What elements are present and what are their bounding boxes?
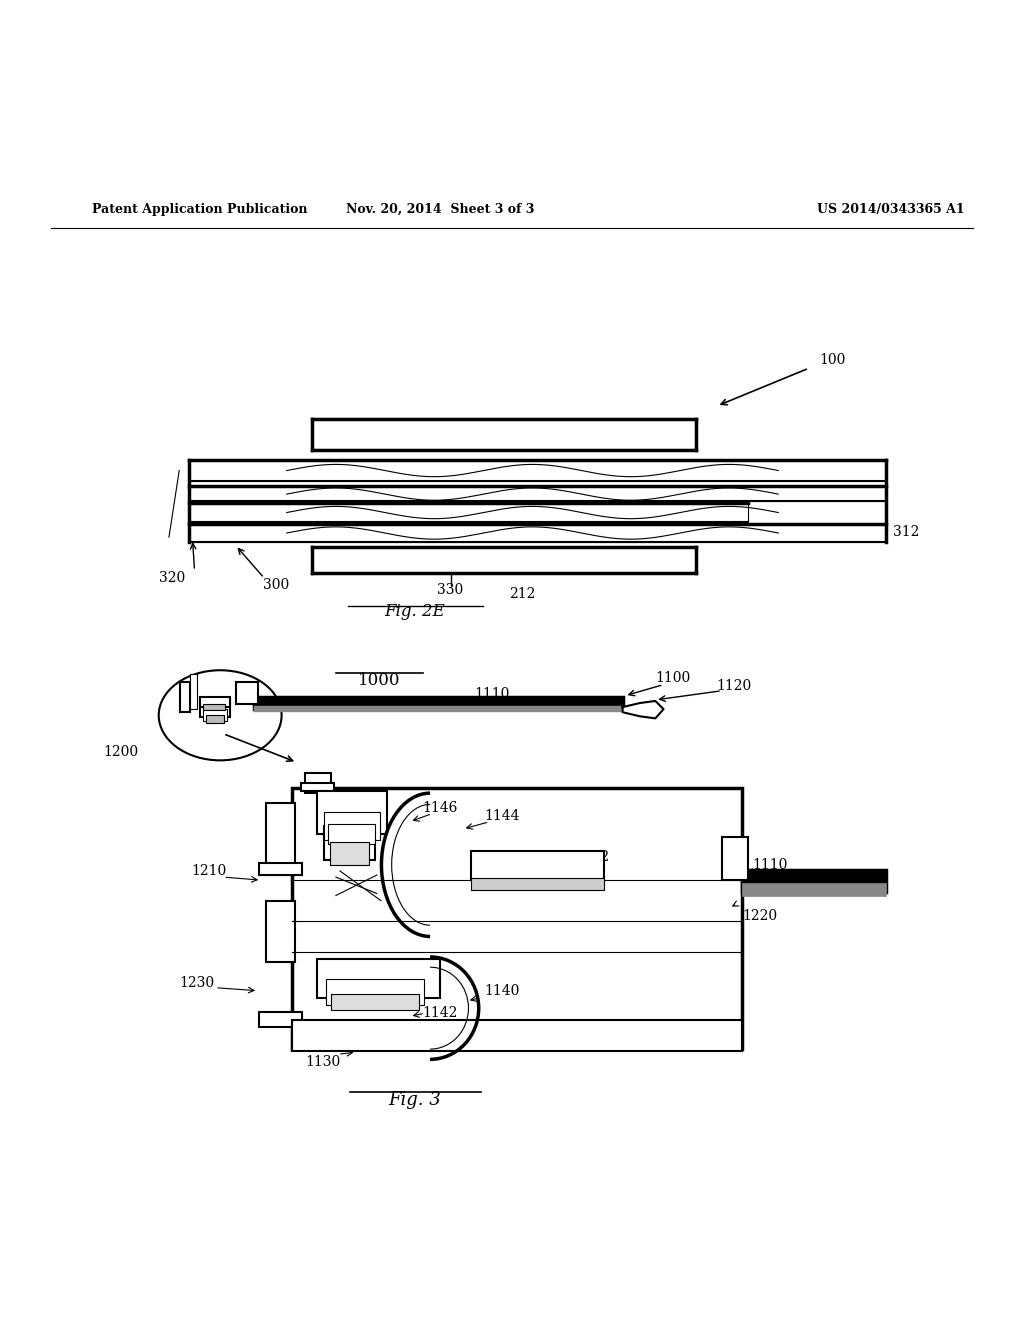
- Polygon shape: [623, 701, 664, 718]
- Bar: [266, 900, 295, 962]
- Text: 330: 330: [437, 583, 464, 598]
- Text: 1000: 1000: [357, 672, 400, 689]
- Bar: [266, 804, 295, 875]
- Text: 1120: 1120: [717, 678, 752, 693]
- Bar: [312, 420, 696, 450]
- Bar: [317, 791, 387, 834]
- Bar: [292, 788, 742, 1049]
- Text: US 2014/0343365 A1: US 2014/0343365 A1: [817, 203, 965, 216]
- Text: 1220: 1220: [742, 909, 777, 923]
- Bar: [324, 826, 375, 859]
- Bar: [328, 824, 375, 845]
- Bar: [742, 870, 886, 892]
- Text: 212: 212: [509, 587, 536, 602]
- Bar: [742, 883, 886, 895]
- Bar: [200, 697, 230, 708]
- Bar: [471, 878, 604, 891]
- Ellipse shape: [159, 671, 282, 760]
- Bar: [722, 837, 748, 880]
- Text: 1110: 1110: [474, 686, 509, 701]
- Bar: [254, 706, 623, 713]
- Bar: [330, 842, 369, 865]
- Bar: [190, 675, 197, 709]
- Bar: [206, 715, 224, 723]
- Text: 1210: 1210: [191, 865, 226, 878]
- Text: 1144: 1144: [484, 809, 519, 822]
- Text: Patent Application Publication: Patent Application Publication: [92, 203, 307, 216]
- Bar: [236, 681, 258, 704]
- Bar: [305, 772, 331, 793]
- Bar: [189, 486, 886, 502]
- Text: 320: 320: [159, 572, 185, 585]
- Bar: [317, 960, 440, 998]
- Text: Fig. 2E: Fig. 2E: [384, 603, 445, 620]
- Bar: [189, 524, 886, 543]
- Bar: [259, 1012, 302, 1027]
- Bar: [292, 1020, 742, 1051]
- Bar: [301, 783, 334, 791]
- Text: 1146: 1146: [423, 801, 458, 816]
- Bar: [203, 709, 227, 722]
- Text: 1200: 1200: [103, 746, 138, 759]
- Text: 100: 100: [819, 352, 846, 367]
- Text: Nov. 20, 2014  Sheet 3 of 3: Nov. 20, 2014 Sheet 3 of 3: [346, 203, 535, 216]
- Text: 1130: 1130: [305, 1056, 340, 1069]
- Text: 1140: 1140: [484, 983, 519, 998]
- Bar: [189, 461, 886, 480]
- Text: 1142: 1142: [423, 1006, 458, 1020]
- Bar: [331, 994, 419, 1010]
- Bar: [189, 503, 748, 521]
- Bar: [471, 851, 604, 880]
- Bar: [326, 979, 424, 1005]
- Text: 300: 300: [263, 578, 290, 593]
- Bar: [312, 548, 696, 573]
- Bar: [254, 697, 623, 709]
- Bar: [203, 704, 225, 710]
- Text: 1100: 1100: [655, 672, 690, 685]
- Text: 1110: 1110: [753, 858, 787, 871]
- Bar: [324, 812, 380, 841]
- Text: 1232: 1232: [574, 850, 609, 863]
- Text: 312: 312: [893, 525, 920, 539]
- Text: Fig. 3: Fig. 3: [388, 1092, 441, 1109]
- Bar: [180, 681, 190, 713]
- Bar: [200, 698, 230, 717]
- Text: 1230: 1230: [179, 975, 214, 990]
- Bar: [259, 863, 302, 875]
